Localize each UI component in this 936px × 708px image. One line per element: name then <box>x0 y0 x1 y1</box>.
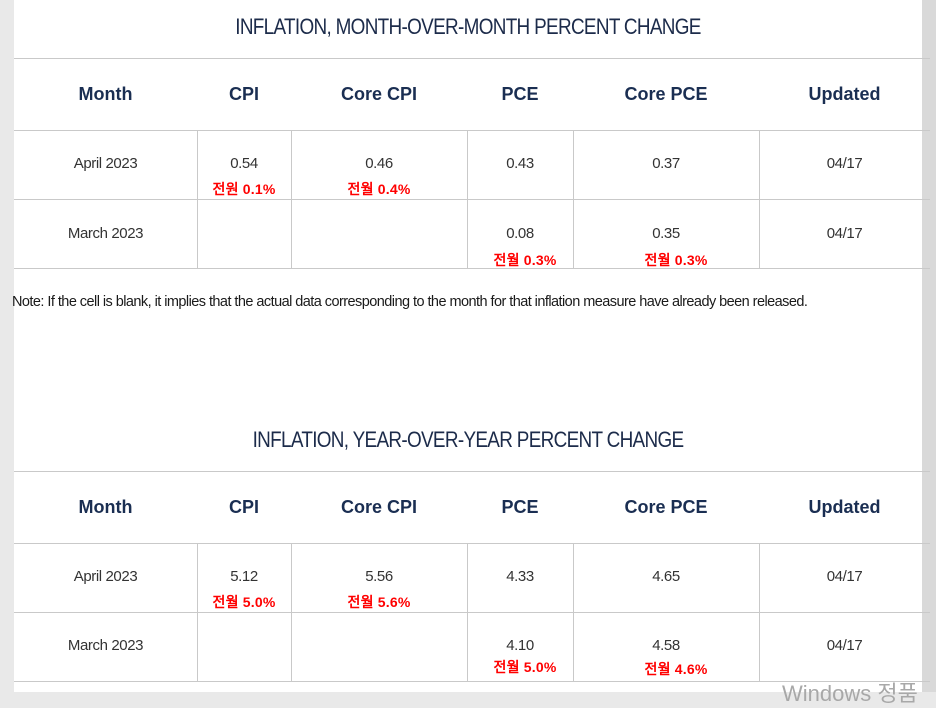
core-cpi-prev-note: 전월 0.4% <box>347 181 411 197</box>
pce-prev-note: 전월 0.3% <box>493 252 557 268</box>
cell-core-cpi: 5.56 <box>365 568 393 585</box>
cell-month: April 2023 <box>73 155 138 172</box>
col-header-month: Month <box>78 497 133 517</box>
divider <box>197 543 198 681</box>
cell-month: March 2023 <box>67 225 144 242</box>
table-footnote: Note: If the cell is blank, it implies t… <box>12 294 808 310</box>
cell-pce: 4.33 <box>506 568 534 585</box>
content-panel: INFLATION, MONTH-OVER-MONTH PERCENT CHAN… <box>14 0 930 692</box>
col-header-pce: PCE <box>501 84 539 104</box>
col-header-core-pce: Core PCE <box>624 84 708 104</box>
cell-core-pce: 0.35 <box>652 225 680 242</box>
window-edge <box>922 0 936 692</box>
cell-pce: 0.43 <box>506 155 534 172</box>
divider <box>291 130 292 268</box>
mom-table-title: INFLATION, MONTH-OVER-MONTH PERCENT CHAN… <box>235 14 701 39</box>
cell-updated: 04/17 <box>826 568 863 585</box>
divider <box>759 130 760 268</box>
col-header-cpi: CPI <box>228 84 259 104</box>
col-header-core-pce: Core PCE <box>624 497 708 517</box>
cell-updated: 04/17 <box>826 225 863 242</box>
divider <box>14 681 930 682</box>
cell-pce: 0.08 <box>506 225 534 242</box>
col-header-core-cpi: Core CPI <box>340 497 418 517</box>
divider <box>14 543 930 544</box>
divider <box>197 130 198 268</box>
divider <box>14 612 930 613</box>
divider <box>14 130 930 131</box>
cell-updated: 04/17 <box>826 637 863 654</box>
cell-pce: 4.10 <box>506 637 534 654</box>
core-pce-prev-note: 전월 0.3% <box>644 252 708 268</box>
divider <box>14 199 930 200</box>
core-cpi-prev-note: 전월 5.6% <box>347 594 411 610</box>
core-pce-prev-note: 전월 4.6% <box>644 661 708 677</box>
cell-cpi: 0.54 <box>230 155 258 172</box>
col-header-updated: Updated <box>808 497 881 517</box>
col-header-month: Month <box>78 84 133 104</box>
cell-cpi: 5.12 <box>230 568 258 585</box>
activation-watermark: Windows 정품 <box>782 681 918 706</box>
pce-prev-note: 전월 5.0% <box>493 659 557 675</box>
cell-core-cpi: 0.46 <box>365 155 393 172</box>
cpi-prev-note: 전월 5.0% <box>212 594 276 610</box>
cell-core-pce: 4.65 <box>652 568 680 585</box>
divider <box>291 543 292 681</box>
cell-updated: 04/17 <box>826 155 863 172</box>
col-header-cpi: CPI <box>228 497 259 517</box>
divider <box>573 130 574 268</box>
cell-core-pce: 0.37 <box>652 155 680 172</box>
cpi-prev-note: 전원 0.1% <box>212 181 276 197</box>
divider <box>14 268 930 269</box>
cell-month: April 2023 <box>73 568 138 585</box>
divider <box>759 543 760 681</box>
col-header-updated: Updated <box>808 84 881 104</box>
divider <box>14 58 930 59</box>
cell-month: March 2023 <box>67 637 144 654</box>
divider <box>14 471 930 472</box>
divider <box>467 543 468 681</box>
cell-core-pce: 4.58 <box>652 637 680 654</box>
yoy-table-title: INFLATION, YEAR-OVER-YEAR PERCENT CHANGE <box>252 427 685 452</box>
col-header-pce: PCE <box>501 497 539 517</box>
divider <box>467 130 468 268</box>
col-header-core-cpi: Core CPI <box>340 84 418 104</box>
divider <box>573 543 574 681</box>
